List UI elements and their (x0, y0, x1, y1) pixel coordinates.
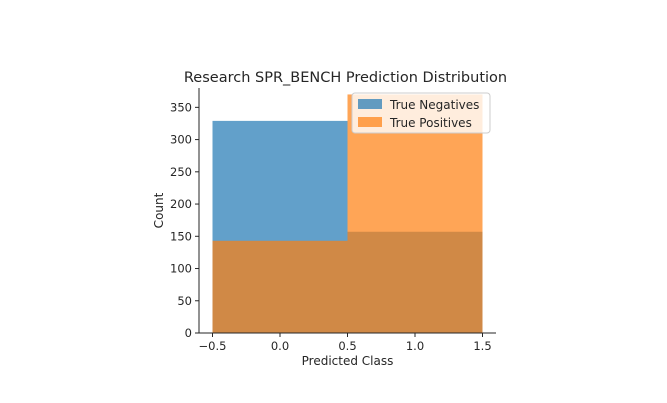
histogram-bar-true-positives-0 (212, 240, 348, 333)
y-axis-label: Count (152, 192, 166, 228)
x-tick-label: 1.0 (406, 339, 424, 353)
y-tick-label: 150 (170, 229, 192, 243)
legend-box (351, 92, 491, 134)
y-tick-label: 250 (170, 165, 192, 179)
y-tick-label: 350 (170, 100, 192, 114)
x-tick-label: 0.5 (338, 339, 356, 353)
y-tick-label: 0 (185, 326, 192, 340)
y-tick-label: 50 (177, 294, 192, 308)
legend-label: True Negatives (389, 98, 479, 112)
legend-label: True Positives (389, 116, 472, 130)
legend-swatch (358, 99, 382, 109)
bars-layer (212, 94, 483, 334)
x-ticks: −0.5 0.0 0.5 1.0 1.5 (199, 333, 492, 353)
x-axis-label: Predicted Class (302, 354, 394, 368)
y-tick-label: 200 (170, 197, 192, 211)
x-tick-label: −0.5 (199, 339, 227, 353)
histogram-bar-true-positives-1 (347, 94, 483, 334)
y-tick-label: 100 (170, 262, 192, 276)
legend: True Negatives True Positives (351, 92, 491, 134)
y-tick-label: 300 (170, 133, 192, 147)
y-ticks: 0 50 100 150 200 250 300 350 (170, 100, 199, 340)
chart-title: Research SPR_BENCH Prediction Distributi… (184, 70, 507, 86)
legend-swatch (358, 117, 382, 127)
x-tick-label: 0.0 (271, 339, 289, 353)
x-tick-label: 1.5 (473, 339, 491, 353)
